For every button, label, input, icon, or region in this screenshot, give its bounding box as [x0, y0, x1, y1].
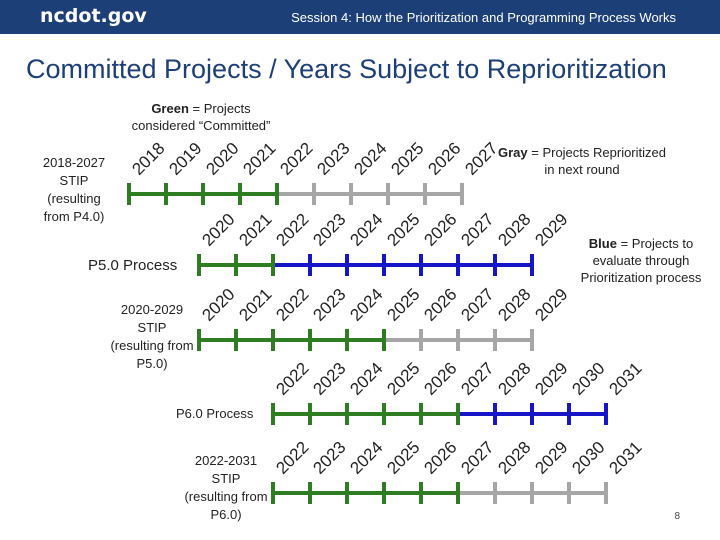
year-label: 2020 [198, 210, 238, 250]
legend-gray-keyword: Gray [497, 145, 528, 160]
year-label: 2027 [457, 285, 497, 325]
year-label: 2027 [457, 210, 497, 250]
year-label: 2024 [346, 285, 386, 325]
session-title: Session 4: How the Prioritization and Pr… [291, 10, 676, 25]
year-label: 2025 [383, 285, 423, 325]
year-label: 2025 [383, 438, 423, 478]
slide-title: Committed Projects / Years Subject to Re… [26, 54, 667, 84]
year-label: 2022 [272, 210, 312, 250]
year-label: 2030 [568, 359, 608, 399]
year-label: 2029 [531, 438, 571, 478]
year-label: 2022 [276, 139, 316, 179]
year-label: 2026 [420, 285, 460, 325]
legend-gray: Gray = Projects Reprioritized in next ro… [494, 144, 670, 178]
year-label: 2026 [420, 438, 460, 478]
year-label: 2024 [350, 139, 390, 179]
year-label: 2026 [420, 210, 460, 250]
legend-green-keyword: Green [151, 101, 189, 116]
year-label: 2031 [605, 359, 645, 399]
year-label: 2020 [202, 139, 242, 179]
year-label: 2030 [568, 438, 608, 478]
stip-2020-label: 2020-2029 STIP (resulting from P5.0) [110, 302, 194, 371]
year-label: 2028 [494, 285, 534, 325]
legend-blue-keyword: Blue [588, 236, 617, 251]
year-label: 2019 [165, 139, 205, 179]
legend-blue: Blue = Projects to evaluate through Prio… [570, 235, 712, 286]
ncdot-logo[interactable]: ncdot.gov [40, 5, 147, 27]
year-label: 2027 [457, 438, 497, 478]
year-label: 2022 [272, 285, 312, 325]
page-number: 8 [674, 511, 680, 522]
year-label: 2021 [239, 139, 279, 179]
year-label: 2024 [346, 438, 386, 478]
year-label: 2018 [128, 139, 168, 179]
year-label: 2028 [494, 438, 534, 478]
year-label: 2029 [531, 210, 571, 250]
year-label: 2028 [494, 210, 534, 250]
year-label: 2025 [383, 210, 423, 250]
year-label: 2023 [309, 438, 349, 478]
legend-green-text: = Projects considered “Committed” [131, 101, 271, 133]
year-label: 2024 [346, 359, 386, 399]
year-label: 2029 [531, 359, 571, 399]
year-label: 2021 [235, 210, 275, 250]
stip-2022-label: 2022-2031 STIP (resulting from P6.0) [184, 453, 268, 522]
year-label: 2024 [346, 210, 386, 250]
year-label: 2022 [272, 438, 312, 478]
year-label: 2026 [424, 139, 464, 179]
p5-process-label: P5.0 Process [88, 257, 178, 274]
year-label: 2027 [457, 359, 497, 399]
year-label: 2026 [420, 359, 460, 399]
legend-gray-text: = Projects Reprioritized in next round [527, 145, 666, 177]
year-label: 2023 [309, 285, 349, 325]
year-label: 2028 [494, 359, 534, 399]
stip-2018-label: 2018-2027 STIP (resulting from P4.0) [42, 155, 106, 224]
year-label: 2023 [309, 210, 349, 250]
year-label: 2025 [387, 139, 427, 179]
header-bar: ncdot.gov Session 4: How the Prioritizat… [0, 0, 720, 34]
year-label: 2023 [313, 139, 353, 179]
year-label: 2021 [235, 285, 275, 325]
year-label: 2025 [383, 359, 423, 399]
year-label: 2031 [605, 438, 645, 478]
year-label: 2023 [309, 359, 349, 399]
year-label: 2022 [272, 359, 312, 399]
legend-green: Green = Projects considered “Committed” [118, 100, 284, 134]
year-label: 2027 [461, 139, 501, 179]
year-label: 2029 [531, 285, 571, 325]
year-label: 2020 [198, 285, 238, 325]
legend-blue-text: = Projects to evaluate through Prioritiz… [580, 236, 702, 285]
p6-process-label: P6.0 Process [176, 406, 254, 421]
